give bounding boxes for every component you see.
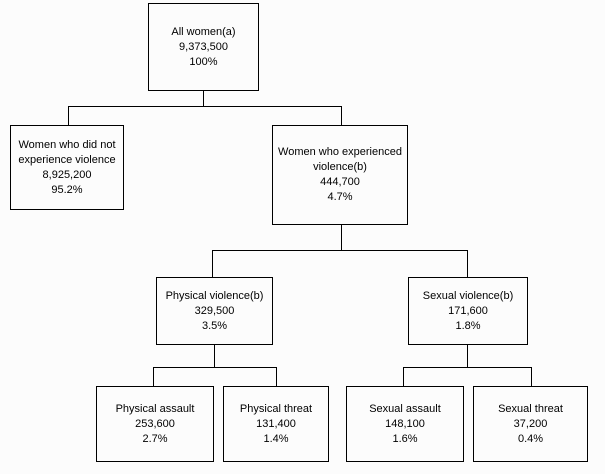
node-count: 8,925,200 xyxy=(42,168,92,181)
connector-line xyxy=(341,225,342,250)
node-label: Sexual assault xyxy=(369,402,441,415)
node-percent: 3.5% xyxy=(201,319,228,332)
node-count: 148,100 xyxy=(385,417,425,430)
node-count: 253,600 xyxy=(135,417,175,430)
node-no-violence: Women who did not experience violence 8,… xyxy=(10,125,124,210)
connector-line xyxy=(212,250,213,277)
node-label: Women who experienced violence(b) xyxy=(278,146,402,173)
node-count: 329,500 xyxy=(194,304,235,317)
connector-line xyxy=(467,250,468,277)
node-percent: 1.6% xyxy=(392,432,418,445)
connector-line xyxy=(212,250,468,251)
connector-line xyxy=(341,106,342,125)
node-count: 131,400 xyxy=(256,417,296,430)
connector-line xyxy=(467,345,468,367)
node-label: Sexual threat xyxy=(498,402,563,415)
node-sexual-assault: Sexual assault 148,100 1.6% xyxy=(346,386,464,462)
node-label: Women who did not experience violence xyxy=(18,138,116,166)
node-percent: 0.4% xyxy=(517,432,544,445)
node-physical-threat: Physical threat 131,400 1.4% xyxy=(223,386,329,462)
node-label: Physical threat xyxy=(239,402,313,415)
node-label: All women(a) xyxy=(171,25,236,38)
node-percent: 1.8% xyxy=(455,319,481,332)
connector-line xyxy=(276,367,277,386)
node-count: 444,700 xyxy=(320,176,360,188)
node-sexual-violence: Sexual violence(b) 171,600 1.8% xyxy=(408,277,528,345)
node-percent: 4.7% xyxy=(327,191,353,203)
node-label: Physical assault xyxy=(115,402,195,415)
connector-line xyxy=(403,367,404,386)
connector-line xyxy=(153,367,277,368)
node-sexual-threat: Sexual threat 37,200 0.4% xyxy=(473,386,588,462)
connector-line xyxy=(403,367,532,368)
node-physical-violence: Physical violence(b) 329,500 3.5% xyxy=(156,277,273,345)
node-count: 171,600 xyxy=(448,304,488,317)
node-experienced-violence: Women who experienced violence(b) 444,70… xyxy=(272,125,408,225)
node-count: 9,373,500 xyxy=(179,40,228,53)
connector-line xyxy=(203,91,204,106)
connector-line xyxy=(531,367,532,386)
node-physical-assault: Physical assault 253,600 2.7% xyxy=(96,386,214,462)
node-label: Physical violence(b) xyxy=(165,289,264,302)
connector-line xyxy=(214,345,215,367)
node-label: Sexual violence(b) xyxy=(422,289,514,302)
node-all-women: All women(a) 9,373,500 100% xyxy=(148,3,259,91)
node-percent: 100% xyxy=(189,55,218,68)
node-percent: 95.2% xyxy=(51,183,83,196)
connector-line xyxy=(68,106,69,125)
node-percent: 1.4% xyxy=(263,432,289,445)
connector-line xyxy=(68,106,342,107)
node-percent: 2.7% xyxy=(142,432,168,445)
node-count: 37,200 xyxy=(513,417,548,430)
connector-line xyxy=(153,367,154,386)
